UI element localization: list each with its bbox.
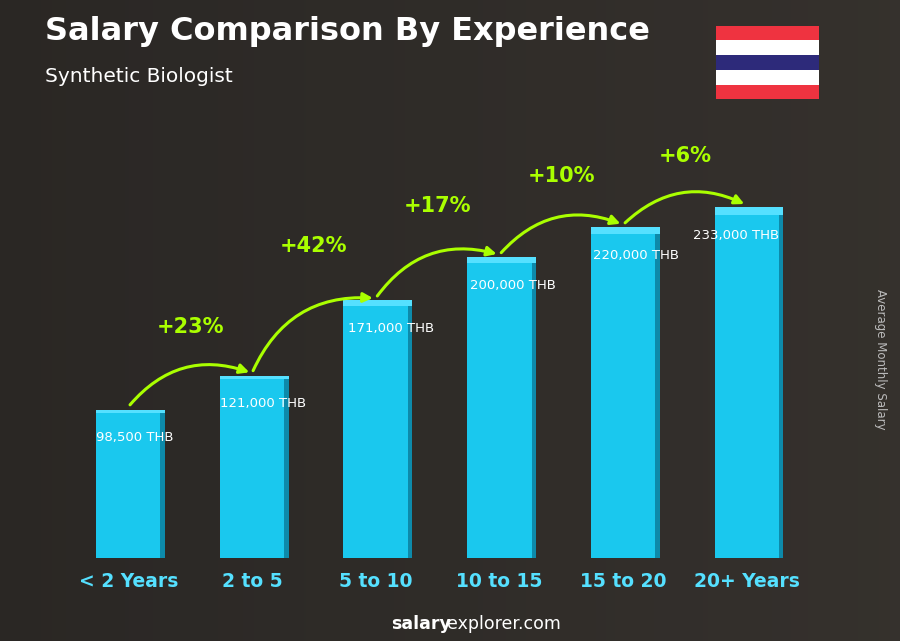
Text: 121,000 THB: 121,000 THB: [220, 397, 306, 410]
Text: 200,000 THB: 200,000 THB: [470, 279, 555, 292]
Bar: [779, 213, 784, 558]
Bar: [715, 207, 784, 215]
Text: +23%: +23%: [157, 317, 224, 337]
Bar: [716, 26, 819, 40]
Text: salary: salary: [392, 615, 452, 633]
Bar: [96, 410, 165, 413]
Bar: [467, 257, 536, 263]
Bar: [220, 376, 284, 558]
Text: +6%: +6%: [659, 146, 711, 166]
Text: 233,000 THB: 233,000 THB: [693, 229, 779, 242]
Bar: [408, 305, 412, 558]
Text: explorer.com: explorer.com: [447, 615, 562, 633]
Text: Average Monthly Salary: Average Monthly Salary: [874, 288, 886, 429]
Text: +42%: +42%: [280, 237, 347, 256]
Bar: [591, 227, 660, 234]
Bar: [591, 228, 655, 558]
Bar: [716, 55, 819, 70]
Bar: [96, 410, 160, 558]
Bar: [532, 262, 536, 558]
Bar: [716, 70, 819, 85]
Bar: [160, 412, 165, 558]
Bar: [716, 85, 819, 99]
Text: Synthetic Biologist: Synthetic Biologist: [45, 67, 233, 87]
Bar: [467, 258, 532, 558]
Bar: [220, 376, 289, 379]
Text: +10%: +10%: [527, 166, 595, 186]
Bar: [715, 208, 779, 558]
Text: 98,500 THB: 98,500 THB: [96, 431, 174, 444]
Text: Salary Comparison By Experience: Salary Comparison By Experience: [45, 16, 650, 47]
Text: +17%: +17%: [404, 196, 472, 216]
Bar: [284, 379, 289, 558]
Text: 171,000 THB: 171,000 THB: [348, 322, 435, 335]
Text: 220,000 THB: 220,000 THB: [593, 249, 680, 262]
Bar: [716, 40, 819, 55]
Bar: [344, 301, 408, 558]
Bar: [344, 301, 412, 306]
Bar: [655, 233, 660, 558]
